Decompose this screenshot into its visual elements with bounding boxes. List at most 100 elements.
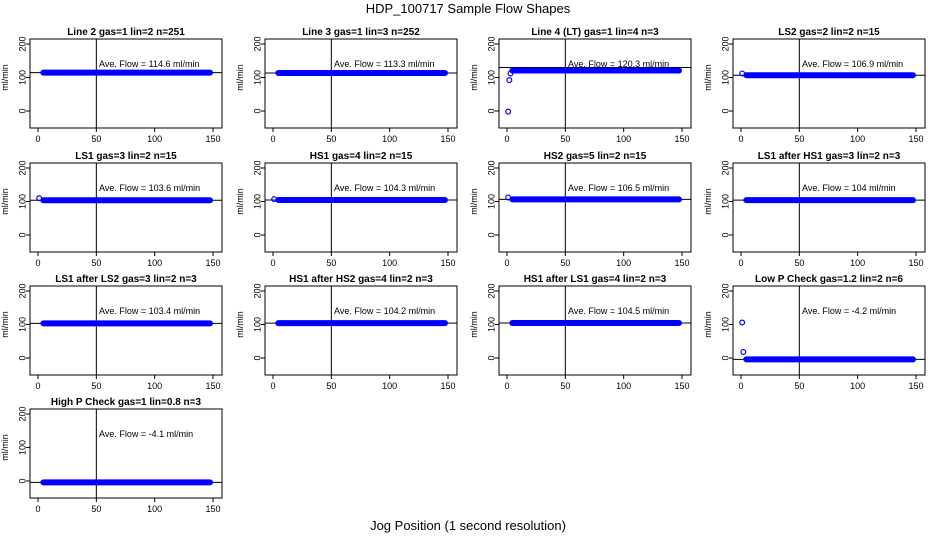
x-tick-label: 150	[674, 134, 689, 144]
x-axis-title: Jog Position (1 second resolution)	[370, 518, 566, 533]
chart-panel: LS1 gas=3 lin=2 n=15 ml/min 0 100 200 0 50 100 1…	[0, 151, 223, 268]
data-point-band	[509, 319, 682, 326]
x-tick-label: 50	[794, 258, 804, 268]
x-tick-label: 0	[738, 258, 743, 268]
data-point-band	[275, 70, 448, 77]
x-tick-label: 100	[147, 258, 162, 268]
data-point-band	[275, 320, 448, 327]
chart-panel: LS1 after HS1 gas=3 lin=2 n=3 ml/min 0 100 2…	[703, 151, 926, 268]
x-tick-label: 100	[616, 381, 631, 391]
avg-flow-annotation: Ave. Flow = 113.3 ml/min	[334, 59, 434, 69]
data-point	[36, 195, 43, 202]
avg-flow-annotation: Ave. Flow = 103.4 ml/min	[99, 306, 200, 316]
panel-title: High P Check gas=1 lin=0.8 n=3	[51, 397, 202, 408]
y-tick-label: 100	[252, 317, 262, 332]
chart-panel: Line 4 (LT) gas=1 lin=4 n=3 ml/min 0 100 200…	[469, 27, 692, 144]
y-tick-label: 200	[720, 36, 730, 51]
x-tick-label: 100	[382, 258, 397, 268]
y-tick-label: 0	[486, 108, 496, 113]
y-tick-label: 200	[17, 36, 27, 51]
x-tick-label: 150	[205, 134, 220, 144]
x-tick-label: 0	[270, 258, 275, 268]
x-tick-label: 0	[35, 504, 40, 514]
page-title: HDP_100717 Sample Flow Shapes	[365, 1, 571, 16]
data-point	[505, 194, 512, 201]
x-tick-label: 0	[35, 381, 40, 391]
chart-panel: HS1 after HS2 gas=4 lin=2 n=3 ml/min 0 100 2…	[235, 274, 458, 391]
data-point-band	[743, 197, 916, 204]
y-tick-label: 0	[17, 108, 27, 113]
x-tick-label: 150	[440, 381, 455, 391]
panel-title: Low P Check gas=1.2 lin=2 n=6	[755, 274, 903, 285]
x-tick-label: 50	[560, 381, 570, 391]
chart-panel: Line 3 gas=1 lin=3 n=252 ml/min 0 100 200 0 50…	[235, 27, 458, 144]
x-tick-label: 50	[326, 381, 336, 391]
chart-panel: LS2 gas=2 lin=2 n=15 ml/min 0 100 200 0 50 100 1…	[703, 27, 926, 144]
x-tick-label: 50	[91, 504, 101, 514]
avg-flow-annotation: Ave. Flow = 104.2 ml/min	[334, 306, 435, 316]
x-tick-label: 100	[616, 258, 631, 268]
data-point	[507, 70, 514, 77]
y-tick-label: 100	[17, 194, 27, 209]
x-tick-label: 50	[91, 381, 101, 391]
panel-title: LS1 gas=3 lin=2 n=15	[75, 151, 177, 162]
y-tick-label: 200	[17, 406, 27, 421]
y-axis-label: ml/min	[0, 188, 10, 215]
x-tick-label: 100	[147, 134, 162, 144]
x-tick-label: 0	[504, 258, 509, 268]
x-tick-label: 0	[270, 134, 275, 144]
data-point	[739, 319, 746, 326]
plot-frame	[29, 408, 223, 499]
y-tick-label: 0	[252, 232, 262, 237]
y-tick-label: 100	[486, 70, 496, 85]
y-axis-label: ml/min	[469, 64, 479, 91]
chart-panel: Line 2 gas=1 lin=2 n=251 ml/min 0 100 200 0 50…	[0, 27, 223, 144]
y-tick-label: 0	[252, 108, 262, 113]
avg-flow-annotation: Ave. Flow = -4.2 ml/min	[802, 306, 896, 316]
x-tick-label: 0	[35, 134, 40, 144]
data-point-band	[743, 72, 916, 79]
x-tick-label: 0	[270, 381, 275, 391]
plot-frame	[498, 38, 692, 129]
x-tick-label: 0	[35, 258, 40, 268]
plot-frame	[264, 162, 458, 253]
data-point-band	[743, 356, 916, 363]
y-tick-label: 200	[17, 160, 27, 175]
x-tick-label: 50	[326, 134, 336, 144]
data-point-band	[509, 67, 682, 74]
y-tick-label: 200	[17, 283, 27, 298]
plot-frame	[732, 285, 926, 376]
y-tick-label: 100	[486, 317, 496, 332]
avg-flow-annotation: Ave. Flow = 106.9 ml/min	[802, 59, 903, 69]
panel-title: HS1 after LS1 gas=4 lin=2 n=3	[524, 274, 667, 285]
y-tick-label: 100	[720, 317, 730, 332]
x-tick-label: 50	[794, 381, 804, 391]
data-point	[271, 196, 278, 203]
panel-title: HS2 gas=5 lin=2 n=15	[544, 151, 647, 162]
y-tick-label: 100	[720, 194, 730, 209]
y-tick-label: 100	[17, 440, 27, 455]
data-point	[739, 70, 746, 77]
avg-flow-annotation: Ave. Flow = 104 ml/min	[802, 183, 896, 193]
data-point-band	[40, 197, 214, 204]
y-tick-label: 200	[720, 283, 730, 298]
panel-title: LS2 gas=2 lin=2 n=15	[778, 27, 880, 38]
avg-flow-annotation: Ave. Flow = 103.6 ml/min	[99, 183, 200, 193]
x-tick-label: 100	[850, 258, 865, 268]
y-tick-label: 100	[17, 317, 27, 332]
chart-panel: LS1 after LS2 gas=3 lin=2 n=3 ml/min 0 100 2…	[0, 274, 223, 391]
chart-panel: Low P Check gas=1.2 lin=2 n=6 ml/min 0 100 2…	[703, 274, 926, 391]
y-tick-label: 200	[252, 283, 262, 298]
panel-title: HS1 after HS2 gas=4 lin=2 n=3	[289, 274, 433, 285]
chart-panel: HS2 gas=5 lin=2 n=15 ml/min 0 100 200 0 50 100 1…	[469, 151, 692, 268]
y-axis-label: ml/min	[235, 64, 245, 91]
panel-title: LS1 after LS2 gas=3 lin=2 n=3	[55, 274, 197, 285]
plot-frame	[498, 162, 692, 253]
data-point-band	[40, 320, 214, 327]
y-tick-label: 200	[486, 160, 496, 175]
y-tick-label: 100	[17, 70, 27, 85]
x-tick-label: 100	[382, 381, 397, 391]
data-point-band	[509, 196, 682, 203]
x-tick-label: 100	[147, 381, 162, 391]
